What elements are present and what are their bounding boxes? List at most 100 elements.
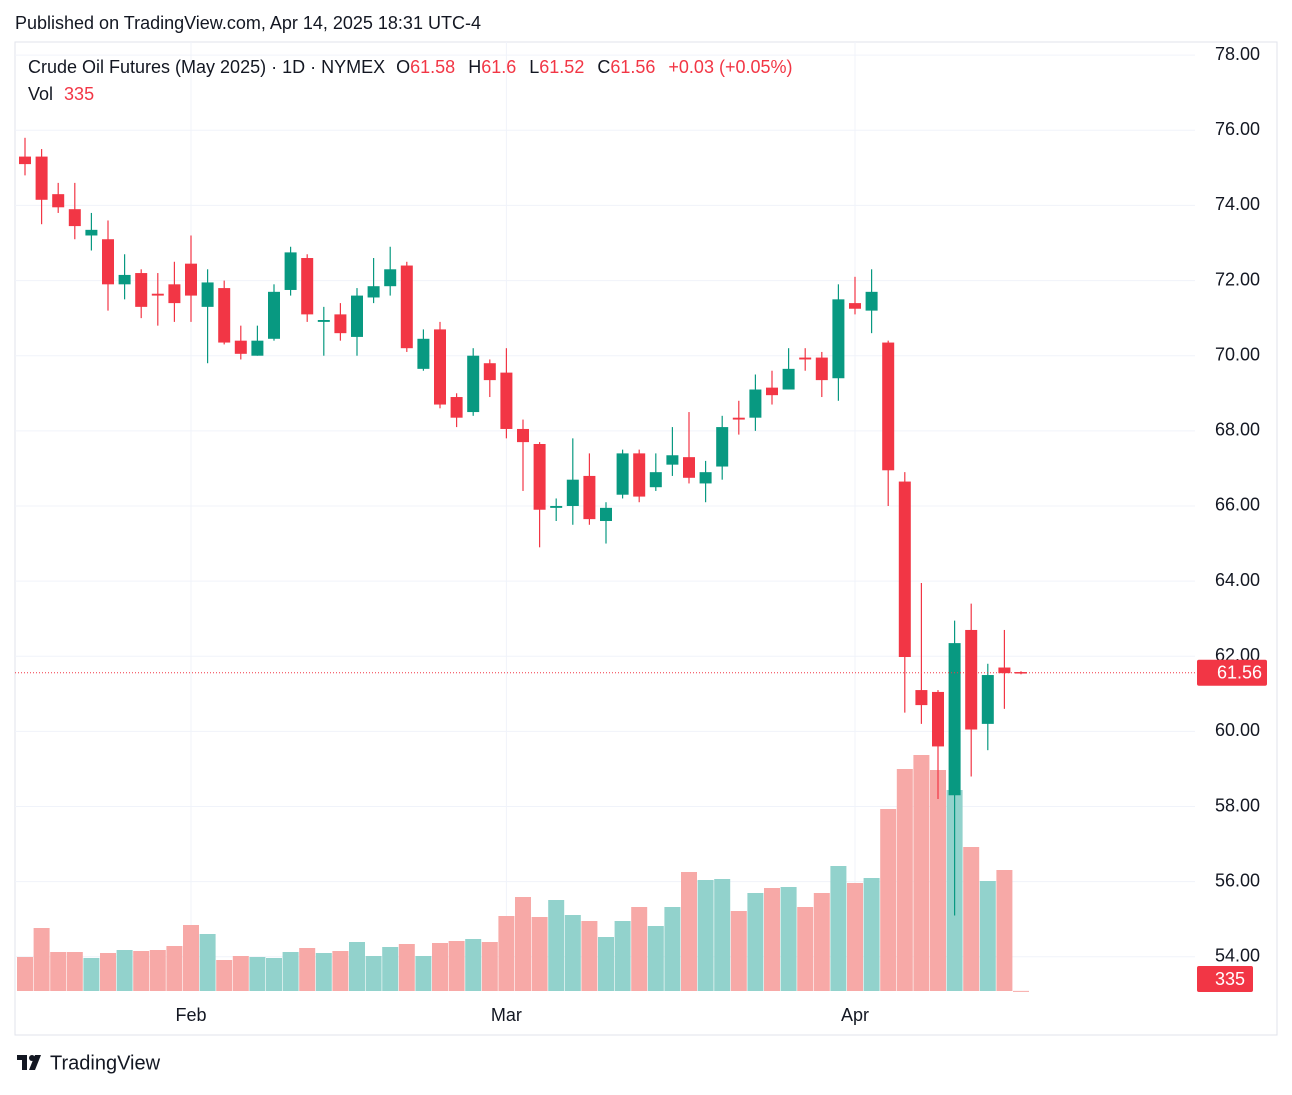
body (882, 342, 895, 471)
volume-bar (880, 809, 897, 991)
volume-label: Vol (28, 84, 53, 104)
c-value: 61.56 (610, 57, 655, 77)
volume-bar (133, 951, 150, 991)
body (732, 417, 745, 420)
volume-bar (365, 956, 382, 991)
volume-bar (83, 958, 100, 991)
title: Crude Oil Futures (May 2025) · 1D · NYME… (28, 57, 385, 77)
o-label: O (396, 57, 410, 77)
volume-bar (631, 907, 648, 991)
body (998, 667, 1011, 674)
y-tick-label: 76.00 (1215, 119, 1260, 139)
body (915, 690, 928, 706)
volume-bar (166, 946, 183, 991)
y-tick-label: 74.00 (1215, 194, 1260, 214)
body (898, 481, 911, 658)
brand: TradingView (50, 1052, 161, 1074)
body (932, 691, 944, 747)
body (965, 629, 978, 730)
y-tick-label: 70.00 (1215, 344, 1260, 364)
y-tick-label: 54.00 (1215, 946, 1260, 966)
body (832, 299, 845, 379)
body (981, 675, 994, 724)
body (234, 340, 247, 354)
body (201, 282, 214, 307)
volume-bar (282, 952, 299, 991)
volume-bar (382, 947, 399, 991)
body (351, 295, 363, 337)
body (168, 284, 181, 304)
volume-bar (681, 872, 697, 991)
body (500, 372, 513, 429)
l-value: 61.52 (539, 57, 584, 77)
y-tick-label: 72.00 (1215, 269, 1260, 289)
volume-bar (149, 950, 166, 991)
volume-box (1197, 966, 1253, 992)
body (633, 453, 646, 497)
volume-value: 335 (64, 84, 94, 104)
body (185, 263, 197, 296)
body (301, 258, 314, 315)
volume-bar (498, 916, 515, 991)
body (251, 340, 264, 356)
body (749, 389, 762, 418)
body (649, 472, 662, 488)
volume-bar (780, 887, 797, 991)
body (135, 273, 148, 307)
volume-bar (249, 957, 266, 991)
volume-bar (847, 883, 863, 991)
body (849, 303, 861, 309)
body (533, 443, 546, 510)
body (799, 357, 812, 360)
volume-bar (714, 879, 731, 991)
body (683, 457, 695, 478)
l-label: L (529, 57, 539, 77)
volume-bar (930, 770, 946, 991)
y-tick-label: 56.00 (1215, 870, 1260, 890)
volume-bar (33, 928, 50, 991)
volume-bar (979, 881, 996, 991)
body (334, 314, 347, 334)
body (600, 507, 612, 522)
volume-bar (830, 866, 847, 991)
y-tick-label: 78.00 (1215, 44, 1260, 64)
body (35, 156, 48, 200)
volume-bar (581, 921, 598, 991)
volume-bar (448, 941, 465, 991)
body (19, 156, 31, 165)
header: Crude Oil Futures (May 2025) · 1D · NYME… (28, 57, 793, 77)
volume-bar (614, 921, 631, 991)
volume-bar (913, 755, 930, 991)
logo: TradingView (17, 1052, 161, 1074)
volume-bar (465, 939, 482, 991)
volume-bar (349, 942, 365, 991)
volume-bar (481, 942, 498, 991)
body (384, 269, 397, 287)
volume-bar (266, 958, 282, 991)
volume-bar (232, 956, 249, 991)
y-tick-label: 68.00 (1215, 420, 1260, 440)
last-price-label: 61.56 (1217, 663, 1262, 683)
body (517, 428, 529, 443)
x-tick-label: Apr (841, 1005, 869, 1025)
body (782, 368, 795, 390)
body (151, 293, 164, 296)
body (450, 397, 463, 418)
body (616, 453, 629, 495)
body (85, 229, 98, 236)
body (284, 252, 297, 290)
volume-bar (730, 911, 747, 991)
body (102, 239, 114, 285)
y-tick-label: 60.00 (1215, 720, 1260, 740)
volume-bar (17, 957, 33, 991)
volume-header: Vol 335 (28, 84, 94, 104)
body (467, 355, 480, 413)
volume-bar (66, 952, 83, 991)
volume-bar (531, 917, 548, 991)
volume-bar (813, 893, 830, 991)
y-tick-label: 58.00 (1215, 795, 1260, 815)
body (550, 505, 563, 508)
volume-bar (415, 956, 432, 991)
body (766, 387, 778, 396)
volume-bar (332, 951, 349, 991)
